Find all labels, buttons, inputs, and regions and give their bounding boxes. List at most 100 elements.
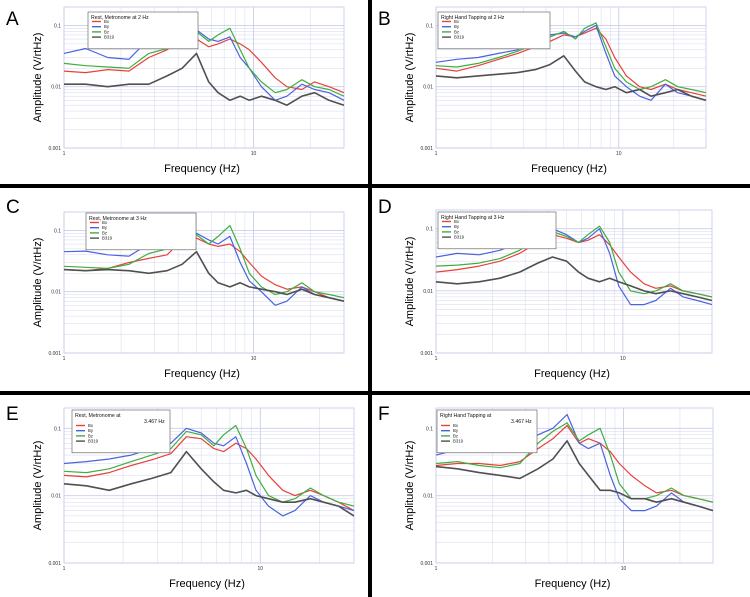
x-tick-label: 10 (251, 151, 257, 157)
panel-separator-vertical (368, 0, 372, 597)
legend-label-bx: Bx (88, 423, 94, 428)
series-line-bz (63, 225, 345, 299)
legend-box (87, 11, 199, 50)
series-line-bz (63, 27, 345, 97)
y-axis-label: Amplitude (V/rtHz) (32, 441, 44, 531)
chart-panel-d: D 0.001 0.01 0.1 1 10 Amplitude (V/rtHz) Freque… (378, 197, 713, 380)
legend-box (85, 212, 197, 251)
legend-label-b319: B319 (453, 439, 464, 444)
y-tick-label: 0.001 (48, 561, 61, 567)
x-tick-label: 1 (63, 356, 66, 362)
series-line-b319 (64, 52, 345, 106)
legend-box (437, 211, 557, 250)
legend-label-bx: Bx (102, 220, 108, 225)
y-axis-label: Amplitude (V/rtHz) (404, 441, 416, 531)
x-tick-label: 10 (258, 566, 264, 572)
panel-letter: B (378, 9, 391, 30)
panel-letter: F (378, 404, 390, 425)
series-line-b319 (435, 440, 714, 512)
legend-label-by: By (88, 428, 94, 433)
chart-panel-b: B 0.001 0.01 0.1 1 10 Amplitude (V/rtHz) Freque… (378, 6, 707, 175)
y-tick-label: 0.01 (423, 85, 433, 91)
legend-title: Rest, Metronome at 3 Hz (89, 216, 147, 222)
y-axis-label: Amplitude (V/rtHz) (32, 238, 44, 328)
legend-title: Right Hand Tapping at 3 Hz (441, 215, 505, 221)
y-axis-label: Amplitude (V/rtHz) (404, 237, 416, 327)
y-tick-label: 0.1 (54, 228, 61, 234)
legend-box (437, 11, 551, 50)
y-tick-label: 0.1 (54, 23, 61, 29)
x-tick-label: 10 (616, 151, 622, 157)
series-line-b319 (63, 450, 355, 517)
legend-title: Right Hand Tapping at 2 Hz (441, 15, 505, 21)
y-tick-label: 0.01 (423, 494, 433, 500)
x-axis-label: Frequency (Hz) (534, 368, 610, 380)
panel-letter: D (378, 197, 392, 218)
series-line-bx (63, 436, 355, 512)
series-line-bz (435, 422, 714, 503)
x-tick-label: 1 (435, 151, 438, 157)
y-tick-label: 0.01 (51, 290, 61, 296)
legend-title: 3.467 Hz (144, 419, 165, 425)
legend-label-by: By (453, 428, 459, 433)
series-line-bz (63, 424, 355, 507)
x-tick-label: 1 (435, 356, 438, 362)
series-line-bx (435, 27, 707, 97)
legend-label-by: By (454, 224, 460, 229)
series-line-b319 (63, 250, 345, 302)
y-tick-label: 0.01 (51, 85, 61, 91)
grid-lines (435, 209, 713, 354)
series-line-bx (63, 36, 345, 94)
series-line-bx (435, 424, 714, 503)
x-tick-label: 10 (621, 566, 627, 572)
legend-label-b319: B319 (454, 35, 465, 40)
y-tick-label: 0.1 (54, 426, 61, 432)
legend-label-bz: Bz (454, 29, 459, 34)
legend-label-b319: B319 (454, 235, 465, 240)
y-tick-label: 0.01 (51, 494, 61, 500)
x-axis-label: Frequency (Hz) (531, 163, 607, 175)
panel-letter: A (6, 9, 19, 30)
x-axis-label: Frequency (Hz) (169, 578, 245, 590)
x-tick-label: 10 (620, 356, 626, 362)
legend-label-bx: Bx (453, 423, 459, 428)
panel-letter: E (6, 404, 19, 425)
legend-label-bz: Bz (454, 229, 459, 234)
y-axis-label: Amplitude (V/rtHz) (32, 33, 44, 123)
series-line-by (63, 27, 345, 101)
legend-box (71, 409, 171, 454)
legend-title: Rest, Metronome at (75, 413, 121, 419)
legend-label-bz: Bz (88, 433, 93, 438)
series-line-b319 (435, 256, 713, 302)
legend-label-by: By (102, 225, 108, 230)
x-tick-label: 1 (63, 566, 66, 572)
series-line-by (63, 427, 355, 517)
legend-label-b319: B319 (88, 439, 99, 444)
y-tick-label: 0.1 (426, 23, 433, 29)
legend-label-bx: Bx (454, 219, 460, 224)
x-axis-label: Frequency (Hz) (164, 163, 240, 175)
y-tick-label: 0.001 (420, 351, 433, 357)
x-tick-label: 1 (63, 151, 66, 157)
y-tick-label: 0.001 (420, 561, 433, 567)
legend-title: Rest, Metronome at 2 Hz (91, 15, 149, 21)
y-tick-label: 0.001 (48, 351, 61, 357)
legend-label-b319: B319 (102, 236, 113, 241)
x-axis-label: Frequency (Hz) (164, 368, 240, 380)
x-axis-label: Frequency (Hz) (535, 578, 611, 590)
legend-title: Right Hand Tapping at (440, 413, 492, 419)
series-line-bx (435, 234, 713, 298)
chart-panel-f: F 0.001 0.01 0.1 1 10 Amplitude (V/rtHz) Freque… (378, 404, 714, 590)
panel-separator-horizontal-1 (0, 184, 750, 188)
series-line-b319 (435, 54, 707, 102)
y-tick-label: 0.001 (420, 146, 433, 152)
chart-panel-a: A 0.001 0.01 0.1 1 10 Amplitude (V/rtHz) Freque… (6, 6, 345, 175)
chart-panel-c: C 0.001 0.01 0.1 1 10 Amplitude (V/rtHz) Freque… (6, 197, 345, 380)
panel-separator-horizontal-2 (0, 391, 750, 395)
